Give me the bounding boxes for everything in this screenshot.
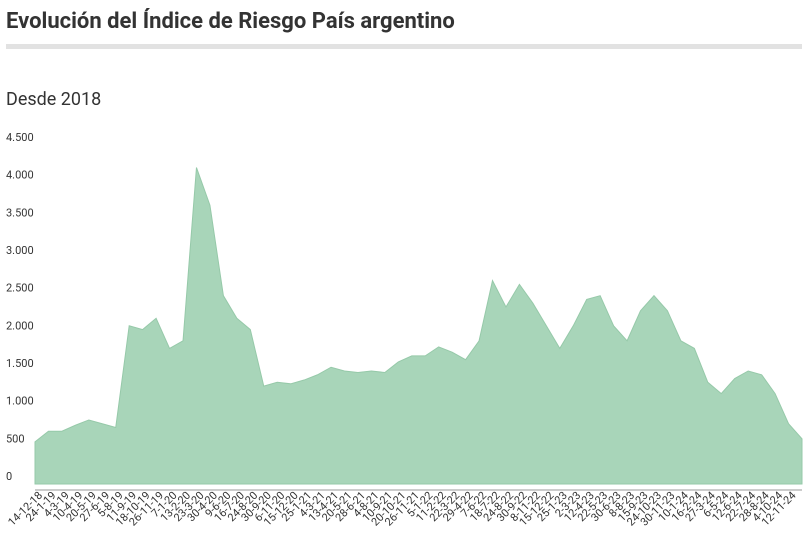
chart-title: Evolución del Índice de Riesgo País arge… — [6, 8, 455, 34]
y-tick-label: 0 — [6, 470, 12, 483]
y-tick-label: 1.000 — [6, 395, 34, 408]
y-tick-label: 4.500 — [6, 131, 34, 144]
y-tick-label: 3.500 — [6, 206, 34, 219]
y-tick-label: 2.500 — [6, 282, 34, 295]
y-tick-label: 500 — [6, 432, 25, 445]
y-tick-label: 3.000 — [6, 244, 34, 257]
chart-subtitle: Desde 2018 — [6, 89, 101, 110]
y-tick-label: 2.000 — [6, 319, 34, 332]
y-tick-label: 4.000 — [6, 169, 34, 182]
area — [34, 167, 803, 485]
title-rule — [6, 44, 802, 49]
y-tick-label: 1.500 — [6, 357, 34, 370]
